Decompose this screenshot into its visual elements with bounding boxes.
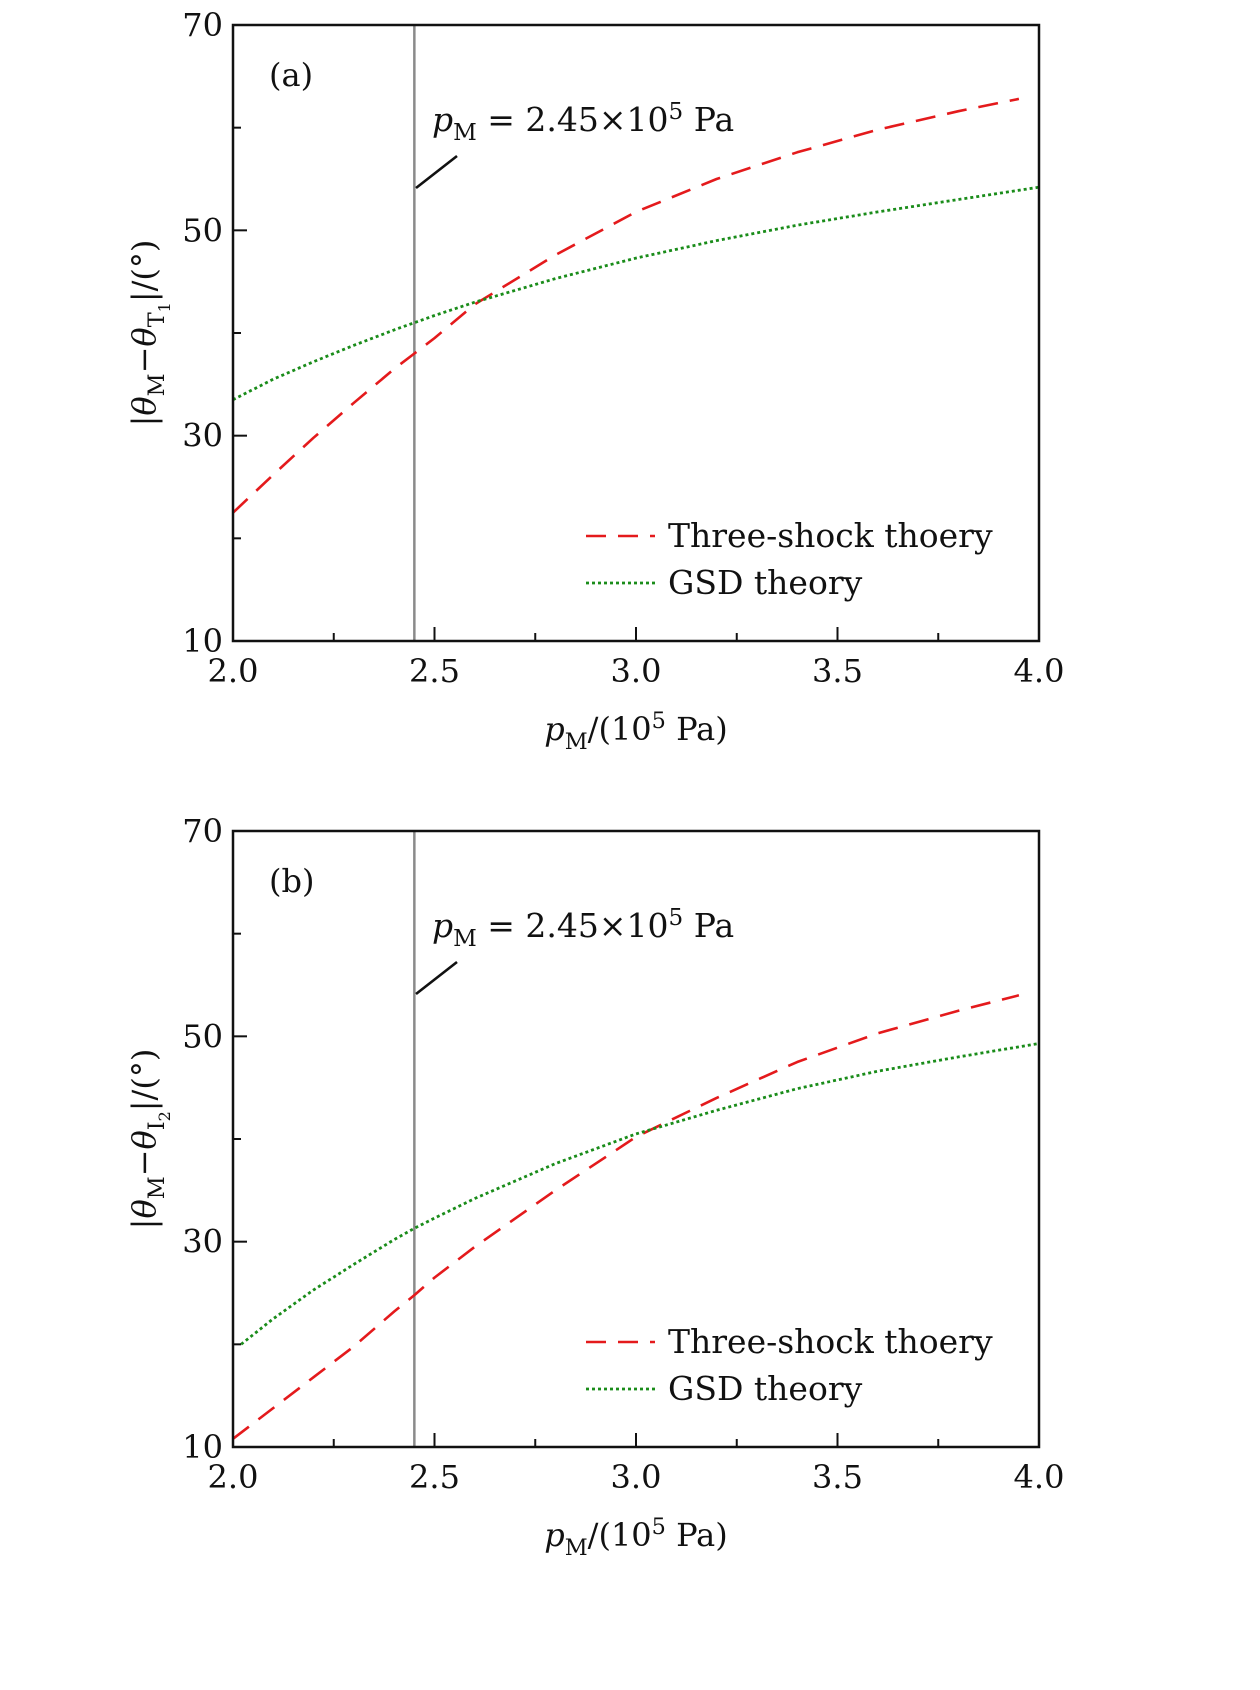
annotation-text: pM = 2.45×105 Pa [432,99,734,146]
chart-panel-a: 2.0 2.5 3.0 3.5 4.0 10 30 50 70 pM/(105 Pa) |θM−θT… [125,6,1064,755]
series-line-three-shock [232,97,1020,514]
y-tick-label: 30 [182,417,223,455]
x-tick-label: 3.0 [611,1458,662,1496]
annotation-text: pM = 2.45×105 Pa [432,905,734,952]
x-tick-label: 4.0 [1014,1458,1065,1496]
panel-label: (a) [269,56,313,94]
y-tick-label: 30 [182,1223,223,1261]
series-line-gsd [240,1042,1040,1346]
chart-panel-b: 2.0 2.5 3.0 3.5 4.0 10 30 50 70 pM/(105 Pa) |θM−θI… [125,812,1064,1561]
y-axis-label: |θM−θT1|/(°) [125,240,174,427]
x-axis-label: pM/(105 Pa) [544,1514,727,1561]
legend-label-gsd: GSD theory [668,563,863,602]
legend-label-three-shock: Three-shock thoery [668,516,993,555]
y-tick-label: 50 [182,211,223,249]
x-tick-label: 2.0 [208,652,259,690]
series-line-three-shock [232,994,1020,1440]
y-axis-label: |θM−θI2|/(°) [125,1049,174,1230]
x-tick-label: 3.0 [611,652,662,690]
x-tick-label: 2.0 [208,1458,259,1496]
annotation-pointer [415,154,458,190]
x-tick-label: 2.5 [409,652,460,690]
y-tick-label: 70 [182,812,223,850]
annotation-pointer [415,960,458,996]
x-axis-label: pM/(105 Pa) [544,708,727,755]
x-tick-label: 4.0 [1014,652,1065,690]
y-tick-label: 70 [182,6,223,44]
series-line-gsd [232,185,1040,401]
panel-label: (b) [269,862,314,900]
y-tick-label: 50 [182,1017,223,1055]
y-tick-label: 10 [182,622,223,660]
x-tick-label: 2.5 [409,1458,460,1496]
x-tick-label: 3.5 [812,652,863,690]
legend-label-gsd: GSD theory [668,1369,863,1408]
legend-label-three-shock: Three-shock thoery [668,1322,993,1361]
x-tick-label: 3.5 [812,1458,863,1496]
y-tick-label: 10 [182,1428,223,1466]
